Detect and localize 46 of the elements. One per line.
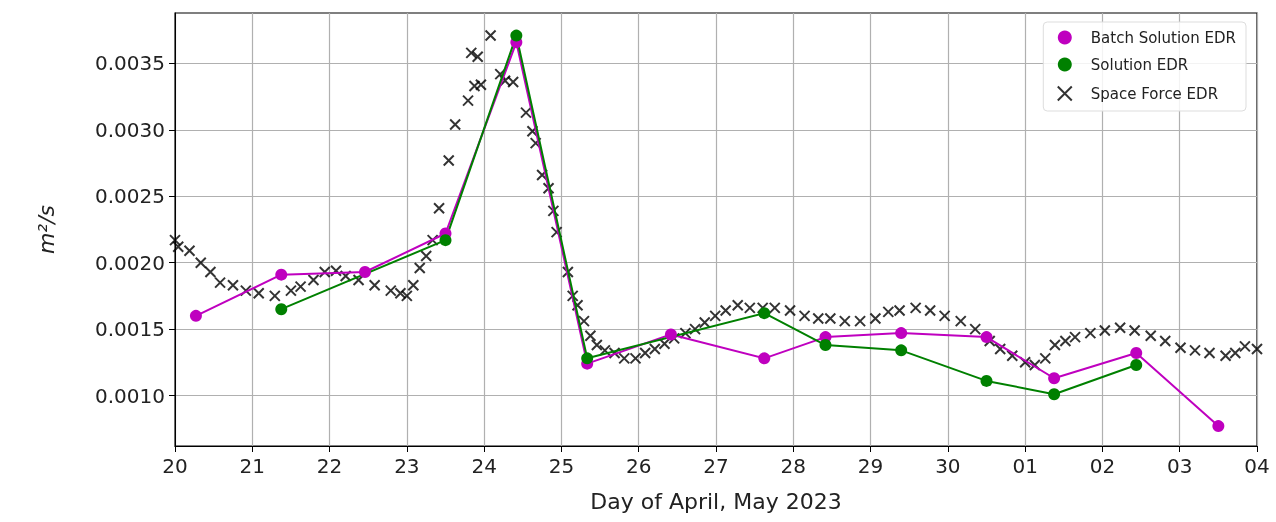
point: [819, 339, 832, 352]
point: [359, 266, 371, 278]
x-tick-label: 04: [1244, 454, 1270, 478]
point: [275, 303, 288, 316]
y-tick-label: 0.0010: [95, 383, 165, 408]
x-tick-label: 02: [1089, 454, 1116, 478]
y-tick-label: 0.0025: [95, 184, 165, 209]
x-tick-label: 30: [935, 454, 961, 478]
x-tick-label: 01: [1012, 454, 1038, 478]
x-tick-label: 28: [780, 454, 807, 478]
x-tick-label: 03: [1166, 454, 1193, 478]
legend-label: Space Force EDR: [1090, 84, 1219, 103]
point: [980, 331, 993, 344]
point: [189, 309, 202, 322]
x-tick-label: 26: [625, 454, 652, 478]
x-tick-label: 20: [162, 454, 188, 478]
point: [895, 344, 908, 357]
point: [758, 352, 771, 365]
point: [510, 29, 523, 42]
point: [980, 374, 993, 387]
y-tick-label: 0.0035: [95, 51, 165, 76]
x-tick-label: 22: [316, 454, 343, 478]
x-tick-label: 25: [548, 454, 575, 478]
point: [275, 268, 288, 281]
y-tick-label: 0.0030: [95, 117, 165, 142]
y-tick-label: 0.0020: [95, 250, 165, 275]
x-tick-label: 24: [471, 454, 497, 478]
y-axis-title: m²/s: [33, 204, 59, 255]
legend-label: Batch Solution EDR: [1090, 28, 1237, 47]
x-tick-label: 27: [703, 454, 729, 478]
point: [439, 234, 452, 247]
point: [1212, 420, 1225, 433]
point: [758, 307, 771, 320]
point: [664, 328, 677, 341]
point: [1130, 347, 1143, 360]
legend-label: Solution EDR: [1090, 55, 1189, 74]
y-tick-label: 0.0015: [95, 317, 165, 342]
point: [1048, 372, 1061, 385]
x-axis-title: Day of April, May 2023: [590, 488, 842, 514]
x-tick-label: 29: [857, 454, 884, 478]
point: [581, 352, 594, 365]
point: [1130, 358, 1143, 371]
x-tick-label: 23: [394, 454, 420, 478]
point: [1048, 388, 1061, 401]
x-tick-label: 21: [239, 454, 266, 478]
point: [895, 327, 908, 340]
